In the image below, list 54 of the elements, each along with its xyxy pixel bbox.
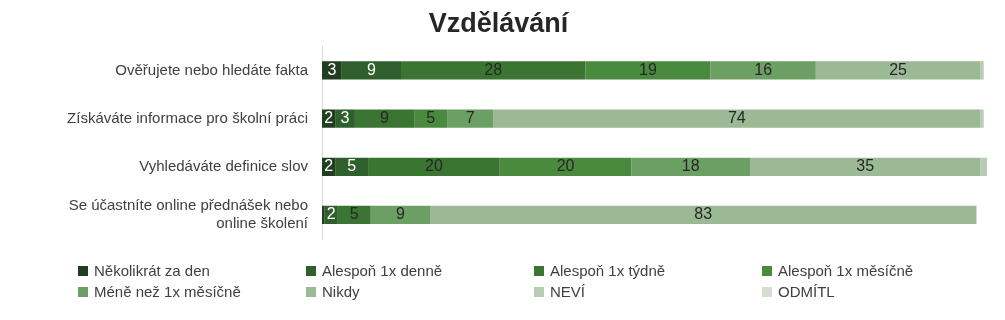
data-label: 5 (349, 205, 359, 223)
data-label: 7 (465, 109, 475, 127)
bar (447, 109, 494, 128)
legend-label: Alespoň 1x týdně (550, 262, 666, 279)
legend-label: Alespoň 1x měsíčně (778, 262, 914, 279)
data-label: 9 (380, 109, 390, 127)
bar (980, 109, 984, 128)
bar (354, 109, 415, 128)
data-label: 20 (425, 157, 443, 175)
bar (322, 205, 325, 225)
legend-label: Nikdy (322, 283, 360, 300)
bar (401, 61, 586, 80)
data-label: 9 (366, 60, 376, 78)
legend-label: NEVÍ (550, 283, 586, 300)
y-tick-label: Se účastníte online přednášek nebo online školení (68, 196, 309, 232)
data-label: 19 (639, 60, 657, 78)
bar (414, 109, 448, 128)
data-label: 3 (340, 109, 350, 127)
bar (980, 61, 984, 80)
bar (710, 61, 816, 80)
data-label: 25 (889, 60, 908, 78)
data-label: 5 (426, 109, 436, 127)
bar (749, 157, 981, 176)
bar (493, 109, 981, 128)
bar (370, 205, 430, 225)
bar (631, 157, 750, 176)
data-label: 2 (324, 109, 334, 127)
data-label: 3 (327, 60, 337, 78)
data-label: 28 (484, 60, 503, 78)
bar (980, 157, 987, 176)
data-label: 74 (727, 109, 746, 127)
chart-title: Vzdělávání (428, 7, 570, 38)
data-label: 5 (347, 157, 357, 175)
legend-label: Méně než 1x měsíčně (94, 283, 241, 300)
bar (368, 157, 500, 176)
data-label: 9 (395, 205, 405, 223)
data-label: 2 (326, 205, 336, 223)
legend-label: ODMÍTL (778, 283, 835, 300)
y-tick-label: Vyhledáváte definice slov (139, 156, 309, 174)
bar (585, 61, 711, 80)
y-tick-label: Získáváte informace pro školní práci (67, 108, 308, 126)
legend-label: Alespoň 1x denně (322, 262, 443, 279)
data-label: 35 (856, 157, 875, 175)
data-label: 2 (324, 157, 334, 175)
legend-label: Několikrát za den (94, 262, 210, 279)
bar (429, 205, 977, 225)
bar (341, 61, 402, 80)
y-tick-label: Ověřujete nebo hledáte fakta (115, 60, 309, 78)
data-label: 20 (556, 157, 575, 175)
data-label: 16 (754, 60, 773, 78)
bar (499, 157, 632, 176)
data-label: 18 (681, 157, 700, 175)
bar (815, 61, 981, 80)
data-label: 83 (694, 205, 713, 223)
